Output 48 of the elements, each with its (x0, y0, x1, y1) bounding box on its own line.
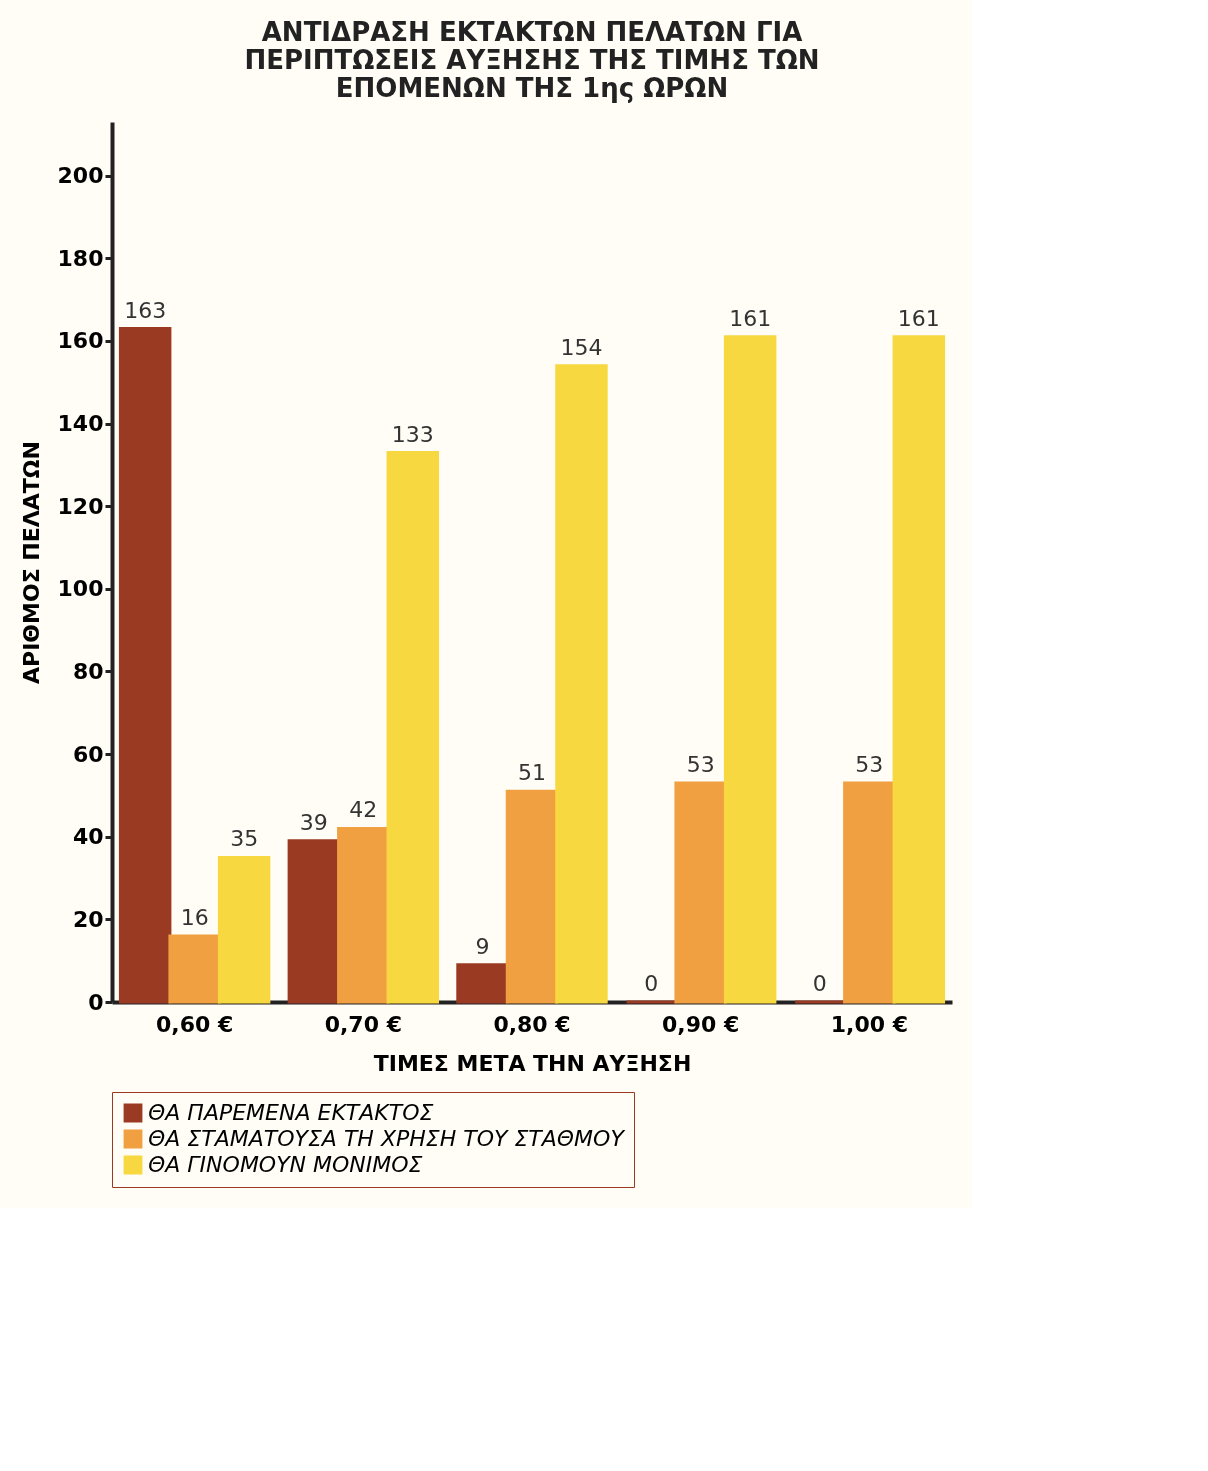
bar (892, 335, 946, 1004)
y-tick-label: 100 (57, 576, 104, 602)
y-tick-label: 140 (57, 411, 104, 437)
y-tick-label: 60 (72, 741, 104, 767)
data-label: 0 (812, 971, 827, 996)
y-axis-title: ΑΡΙΘΜΟΣ ΠΕΛΑΤΩΝ (18, 441, 44, 684)
x-tick-label: 1,00 € (830, 1011, 908, 1037)
bar (555, 364, 608, 1004)
x-tick-label: 0,90 € (662, 1011, 740, 1037)
bar (843, 781, 896, 1004)
chart-title: ΑΝΤΙΔΡΑΣΗ ΕΚΤΑΚΤΩΝ ΠΕΛΑΤΩΝ ΓΙΑ ΠΕΡΙΠΤΩΣΕΙΣ ΑΥΞΗΣΗΣ ΤΗΣ ΤΙΜΗΣ ΤΩΝ ΕΠΟΜΕΝΩΝ ΤΗΣ 1ης ΩΡΩΝ (244, 17, 820, 103)
data-label: 39 (299, 809, 328, 835)
y-tick-label: 20 (72, 906, 104, 932)
bar (168, 934, 221, 1004)
y-tick-label: 180 (57, 245, 104, 271)
bar (337, 826, 390, 1004)
data-label: 0 (644, 971, 659, 996)
y-tick-label: 80 (72, 658, 104, 684)
data-label: 161 (729, 305, 772, 331)
data-label: 53 (855, 752, 884, 778)
data-label: 53 (686, 752, 715, 778)
legend-label: ΘΑ ΓΙΝΟΜΟΥΝ ΜΟΝΙΜΟΣ (148, 1152, 423, 1177)
data-label: 161 (897, 305, 940, 331)
x-tick-label: 0,60 € (156, 1011, 234, 1037)
y-tick-label: 160 (57, 328, 104, 354)
x-tick-label: 0,70 € (324, 1011, 402, 1037)
y-tick-label: 40 (72, 824, 104, 850)
bar (386, 451, 440, 1004)
bar (118, 327, 172, 1004)
bar (456, 963, 509, 1004)
data-label: 42 (349, 797, 378, 823)
data-label: 9 (475, 933, 490, 959)
x-tick-label: 0,80 € (493, 1011, 571, 1037)
data-label: 133 (391, 421, 434, 447)
x-axis-title: ΤΙΜΕΣ ΜΕΤΑ ΤΗΝ ΑΥΞΗΣΗ (373, 1050, 692, 1076)
legend-label: ΘΑ ΠΑΡΕΜΕΝΑ ΕΚΤΑΚΤΟΣ (148, 1100, 434, 1125)
data-label: 51 (518, 760, 546, 786)
data-label: 163 (124, 297, 167, 323)
y-tick-label: 200 (57, 163, 104, 189)
y-tick-label: 120 (57, 493, 104, 519)
data-label: 154 (560, 334, 603, 360)
bar (674, 781, 727, 1004)
data-label: 35 (230, 826, 259, 852)
bar (217, 855, 271, 1004)
bar (723, 335, 777, 1004)
data-label: 16 (180, 904, 209, 930)
legend-label: ΘΑ ΣΤΑΜΑΤΟΥΣΑ ΤΗ ΧΡΗΣΗ ΤΟΥ ΣΤΑΘΜΟΥ (148, 1126, 626, 1151)
y-tick-label: 0 (88, 989, 104, 1015)
